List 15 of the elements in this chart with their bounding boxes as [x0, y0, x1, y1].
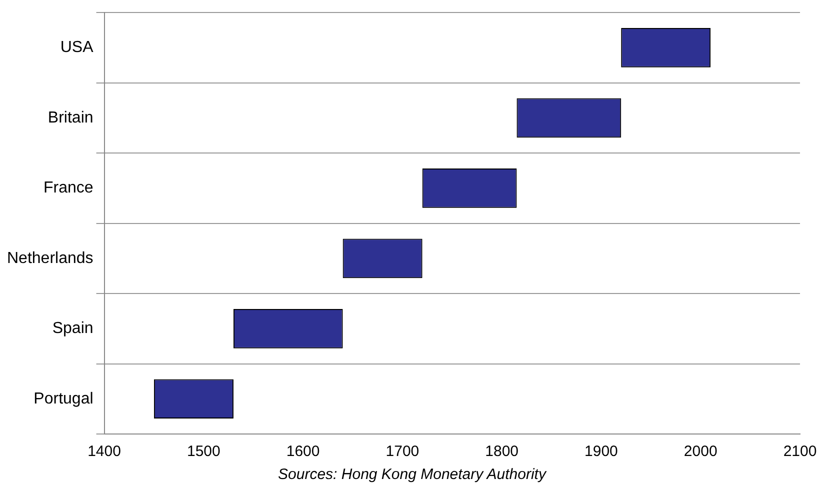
- x-tick-label: 2100: [783, 443, 817, 460]
- x-tick-label: 1700: [386, 443, 420, 460]
- x-tick-label: 1500: [186, 443, 220, 460]
- y-tick-label: USA: [60, 39, 94, 56]
- x-tick-label: 1400: [88, 443, 121, 460]
- y-tick-label: Netherlands: [6, 250, 94, 267]
- y-tick-label: Portugal: [34, 390, 94, 408]
- source-note: Sources: Hong Kong Monetary Authority: [277, 466, 548, 483]
- y-tick-label: France: [43, 180, 94, 197]
- x-tick-label: 2000: [684, 443, 718, 460]
- y-tick-label: Britain: [48, 109, 94, 126]
- x-tick-label: 1800: [485, 443, 519, 460]
- x-tick-label: 1900: [584, 443, 618, 460]
- y-tick-label: Spain: [52, 320, 94, 338]
- x-tick-label: 1600: [286, 443, 320, 460]
